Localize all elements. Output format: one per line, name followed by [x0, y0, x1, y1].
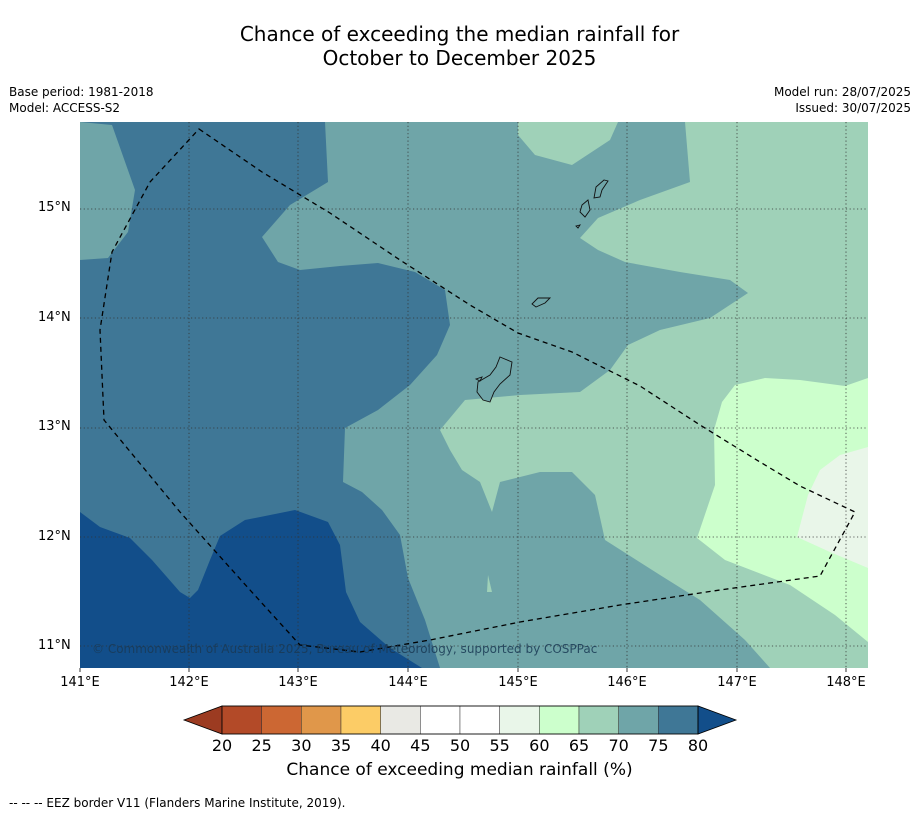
colorbar-tick-35: 35 [330, 736, 352, 755]
lon-label-141: 141°E [60, 675, 100, 690]
issued-date: Issued: 30/07/2025 [795, 101, 911, 115]
colorbar-extend-low [182, 705, 223, 735]
islands [474, 179, 609, 403]
lon-label-146: 146°E [607, 675, 647, 690]
colorbar-bin-60-65 [539, 705, 580, 735]
axis-ticks [79, 668, 847, 672]
map-title-line1: Chance of exceeding the median rainfall … [239, 22, 680, 46]
lon-label-148: 148°E [826, 675, 866, 690]
colorbar-tick-45: 45 [410, 736, 431, 755]
contour-60-65 [697, 378, 868, 642]
colorbar-outline [221, 705, 699, 735]
lon-label-145: 145°E [498, 675, 538, 690]
lat-label-15: 15°N [38, 200, 71, 215]
island-saipan [593, 179, 609, 199]
eez-border [99, 128, 856, 653]
colorbar [182, 705, 738, 735]
contour-80-plus [80, 510, 422, 668]
copyright-notice: © Commonwealth of Australia 2025, Bureau… [92, 642, 597, 656]
model-run: Model run: 28/07/2025 [773, 85, 911, 99]
colorbar-tick-30: 30 [291, 736, 312, 755]
lon-label-142: 142°E [169, 675, 209, 690]
contour-55-60 [797, 447, 868, 568]
base-period: Base period: 1981-2018 [9, 85, 154, 99]
colorbar-bin-50-55 [459, 705, 500, 735]
colorbar-bin-20-25 [221, 705, 262, 735]
colorbar-bin-75-80 [658, 705, 699, 735]
lat-label-14: 14°N [38, 310, 71, 325]
meta-left: Base period: 1981-2018 Model: ACCESS-S2 [9, 84, 154, 116]
lat-label-13: 13°N [38, 419, 71, 434]
colorbar-tick-50: 50 [449, 736, 471, 755]
map-title: Chance of exceeding the median rainfall … [0, 22, 919, 70]
contour-65-70-spot [487, 575, 492, 592]
island-tinian [579, 199, 591, 218]
colorbar-tick-40: 40 [370, 736, 391, 755]
colorbar-tick-80: 80 [687, 736, 709, 755]
colorbar-bin-35-40 [340, 705, 381, 735]
island-guam [476, 356, 513, 403]
colorbar-bin-30-35 [301, 705, 342, 735]
colorbar-tick-70: 70 [608, 736, 629, 755]
colorbar-tick-75: 75 [648, 736, 669, 755]
map-title-line2: October to December 2025 [322, 46, 597, 70]
colorbar-bin-25-30 [261, 705, 302, 735]
contour-75-80 [80, 122, 450, 668]
meta-right: Model run: 28/07/2025 Issued: 30/07/2025 [774, 84, 911, 116]
eez-footnote: -- -- -- EEZ border V11 (Flanders Marine… [9, 796, 346, 810]
island-cocos [474, 376, 483, 382]
lon-label-147: 147°E [717, 675, 757, 690]
model-name: Model: ACCESS-S2 [9, 101, 121, 115]
lon-label-143: 143°E [278, 675, 318, 690]
lon-label-144: 144°E [388, 675, 428, 690]
colorbar-tick-55: 55 [489, 736, 510, 755]
colorbar-extend-high [697, 705, 738, 735]
lat-label-12: 12°N [38, 529, 71, 544]
colorbar-title: Chance of exceeding median rainfall (%) [286, 760, 633, 780]
island-aguijan [575, 224, 582, 229]
colorbar-tick-25: 25 [251, 736, 272, 755]
colorbar-tick-20: 20 [211, 736, 233, 755]
colorbar-bin-40-45 [380, 705, 421, 735]
lat-label-11: 11°N [38, 638, 71, 653]
colorbar-bin-70-75 [618, 705, 659, 735]
colorbar-tick-60: 60 [529, 736, 550, 755]
island-rota [531, 297, 552, 308]
colorbar-bin-65-70 [578, 705, 619, 735]
colorbar-bin-55-60 [499, 705, 540, 735]
colorbar-tick-65: 65 [568, 736, 590, 755]
contour-fields [80, 122, 868, 668]
colorbar-bin-45-50 [420, 705, 461, 735]
contour-65-70-north [518, 122, 618, 165]
